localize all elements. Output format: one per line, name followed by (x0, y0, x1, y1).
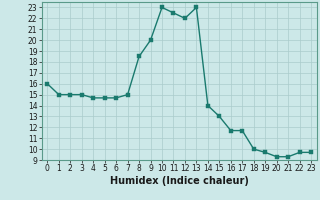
X-axis label: Humidex (Indice chaleur): Humidex (Indice chaleur) (110, 176, 249, 186)
